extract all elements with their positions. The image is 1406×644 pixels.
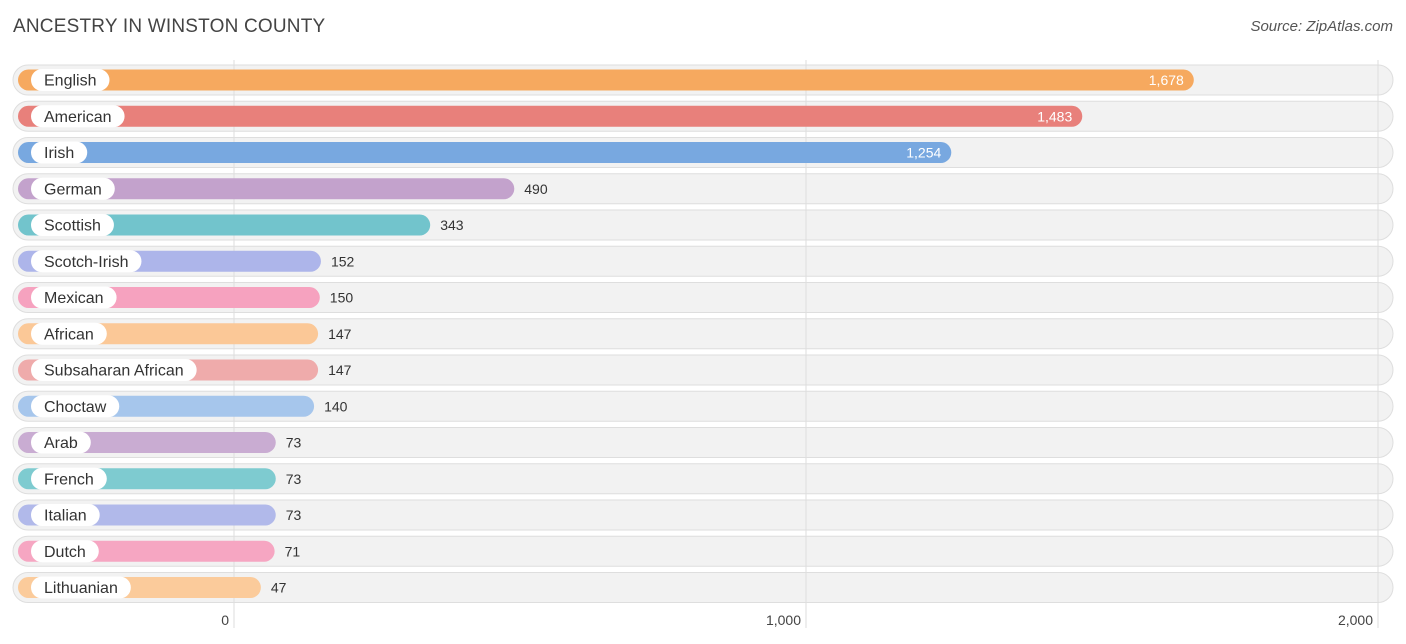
bar-row: German 490 xyxy=(18,177,548,200)
row-track xyxy=(12,390,1394,422)
bar-label: Choctaw xyxy=(44,399,107,416)
bar-value-label: 147 xyxy=(328,326,352,342)
bar-row: Scottish 343 xyxy=(18,214,464,236)
bar-row: Dutch 71 xyxy=(18,540,301,563)
bar-value-label: 147 xyxy=(328,362,352,378)
x-tick-label: 2,000 xyxy=(1338,612,1373,628)
bar-row: Scotch-Irish 152 xyxy=(18,250,355,273)
bar-label-pill xyxy=(31,504,100,526)
chart-title: ANCESTRY IN WINSTON COUNTY xyxy=(13,16,326,37)
bar-label: Lithuanian xyxy=(44,580,118,597)
bar-label: African xyxy=(44,326,94,343)
row-track xyxy=(12,572,1394,603)
bar-value-label: 140 xyxy=(324,398,348,414)
bar xyxy=(18,105,1083,127)
bar-label: German xyxy=(44,181,102,198)
bar-value-label: 73 xyxy=(286,435,302,451)
bar-row: English 1,678 xyxy=(18,69,1194,91)
bar-label-pill xyxy=(31,214,114,236)
row-track xyxy=(12,245,1394,277)
bar-row: French 73 xyxy=(18,467,302,490)
bar-value-label: 73 xyxy=(286,471,302,487)
bar-value-label: 1,483 xyxy=(1037,108,1072,124)
bar xyxy=(18,178,515,200)
bar-label: American xyxy=(44,109,112,126)
bar-row: American 1,483 xyxy=(18,105,1083,128)
bar-label-pill xyxy=(31,322,107,345)
bar-label: Dutch xyxy=(44,544,86,561)
bar-label-pill xyxy=(31,576,131,599)
bar-label: Scotch-Irish xyxy=(44,254,128,271)
bar-label-pill xyxy=(31,359,197,381)
bar-value-label: 1,678 xyxy=(1149,72,1184,88)
row-track xyxy=(12,354,1394,386)
bar-label: Scottish xyxy=(44,218,101,235)
bar-label-pill xyxy=(31,431,91,454)
bar-label-pill xyxy=(31,105,125,128)
bar-row: African 147 xyxy=(18,322,352,345)
bar-row: Choctaw 140 xyxy=(18,395,348,418)
bar-label: Subsaharan African xyxy=(44,363,184,380)
bar-value-label: 73 xyxy=(286,507,302,523)
bar-value-label: 47 xyxy=(271,580,287,596)
bar-value-label: 152 xyxy=(331,253,355,269)
bar-row: Irish 1,254 xyxy=(18,141,952,164)
bar-value-label: 490 xyxy=(524,181,548,197)
bar xyxy=(18,142,952,163)
x-tick-label: 0 xyxy=(221,612,229,628)
bar-value-label: 71 xyxy=(285,543,301,559)
bar-label-pill xyxy=(31,69,110,91)
bar-label: French xyxy=(44,471,94,488)
bar-row: Subsaharan African 147 xyxy=(18,359,352,381)
bar-label-pill xyxy=(31,467,107,490)
x-tick-label: 1,000 xyxy=(766,612,801,628)
bar-label-pill xyxy=(31,540,99,563)
row-track xyxy=(12,463,1394,495)
bar-value-label: 343 xyxy=(440,217,464,233)
bar-label-pill xyxy=(31,286,117,309)
bar-label-pill xyxy=(31,177,115,200)
bar-row: Arab 73 xyxy=(18,431,302,454)
bar-row: Italian 73 xyxy=(18,504,302,526)
bar-label: Irish xyxy=(44,145,74,162)
bar-value-label: 150 xyxy=(330,290,354,306)
row-track xyxy=(12,535,1394,567)
bar-label-pill xyxy=(31,250,142,273)
bar xyxy=(18,214,431,236)
bar-label-pill xyxy=(31,141,88,164)
bar-row: Mexican 150 xyxy=(18,286,354,309)
chart-source: Source: ZipAtlas.com xyxy=(1250,18,1393,35)
bar-label: Arab xyxy=(44,435,78,452)
bar-label: Italian xyxy=(44,508,87,525)
bar-value-label: 1,254 xyxy=(906,145,941,161)
bar-row: Lithuanian 47 xyxy=(18,576,287,599)
row-track xyxy=(12,318,1394,350)
bar-label-pill xyxy=(31,395,120,418)
row-track xyxy=(12,499,1394,531)
bar-label: Mexican xyxy=(44,290,104,307)
bar xyxy=(18,69,1194,91)
row-track xyxy=(12,427,1394,458)
row-track xyxy=(12,282,1394,313)
bar-label: English xyxy=(44,73,96,90)
